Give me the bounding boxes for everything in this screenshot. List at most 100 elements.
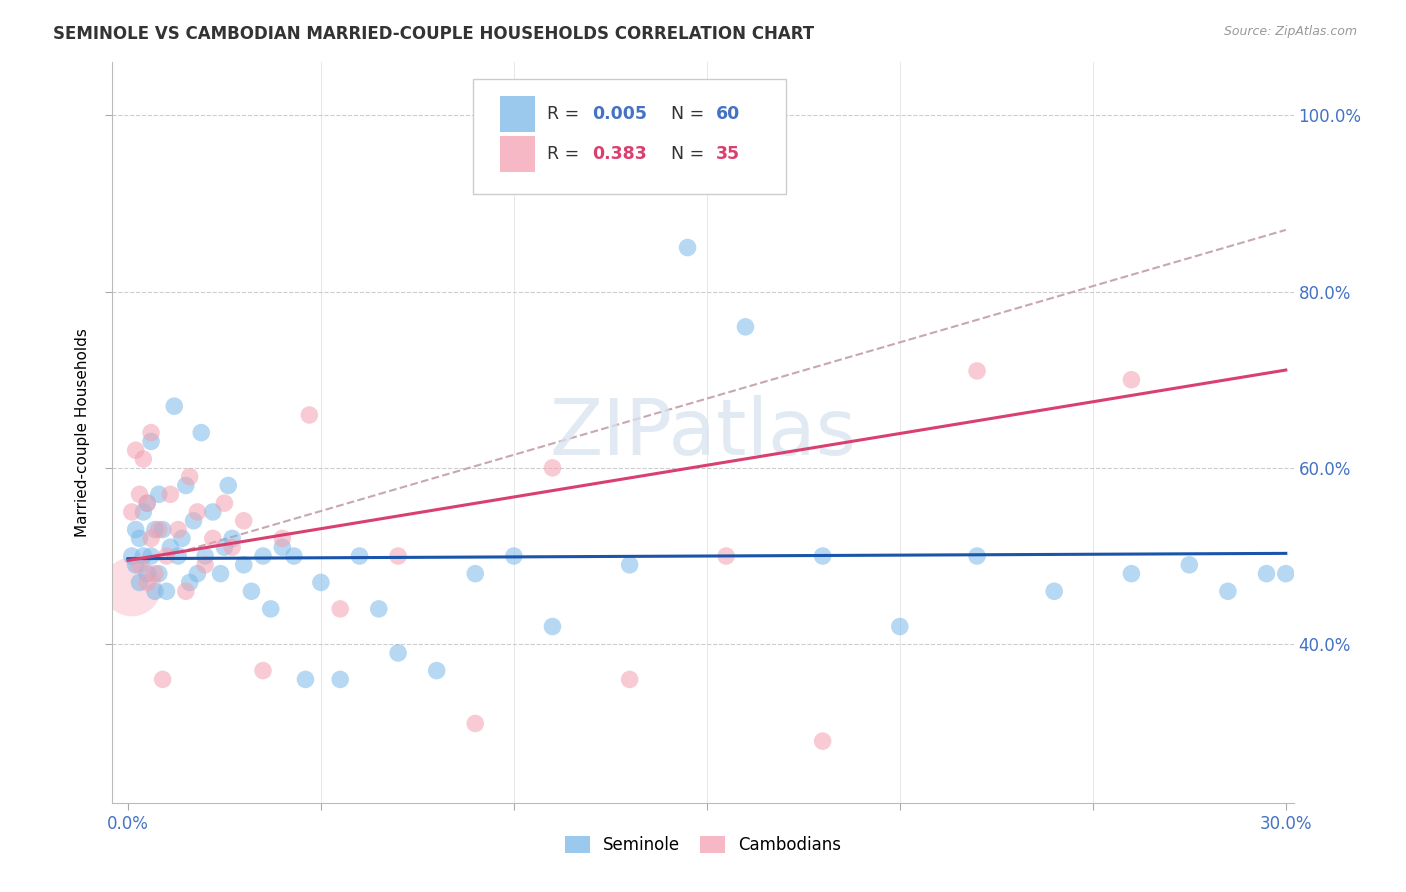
Point — [121, 580, 143, 594]
Point — [128, 487, 150, 501]
Point — [121, 549, 143, 563]
Text: N =: N = — [671, 105, 710, 123]
Point — [232, 514, 254, 528]
Point — [217, 478, 239, 492]
Point — [541, 619, 564, 633]
Point — [260, 602, 283, 616]
Point — [367, 602, 389, 616]
Point — [889, 619, 911, 633]
Point — [387, 646, 409, 660]
Point — [329, 602, 352, 616]
Point — [139, 532, 162, 546]
Point — [179, 469, 201, 483]
FancyBboxPatch shape — [472, 79, 786, 194]
Point — [232, 558, 254, 572]
Point — [194, 549, 217, 563]
Point — [143, 566, 166, 581]
Point — [387, 549, 409, 563]
Point — [155, 549, 177, 563]
Point — [194, 558, 217, 572]
Point — [283, 549, 305, 563]
Point — [1256, 566, 1278, 581]
Point — [502, 549, 524, 563]
Point — [136, 566, 159, 581]
Point — [124, 558, 146, 572]
Text: 35: 35 — [716, 145, 740, 163]
Point — [148, 523, 170, 537]
Text: 60: 60 — [716, 105, 740, 123]
Point — [174, 478, 197, 492]
Point — [329, 673, 352, 687]
Point — [1178, 558, 1201, 572]
Point — [128, 575, 150, 590]
Point — [811, 549, 834, 563]
Point — [139, 425, 162, 440]
Point — [294, 673, 316, 687]
Point — [124, 443, 146, 458]
Point — [167, 523, 190, 537]
Point — [148, 487, 170, 501]
Point — [121, 505, 143, 519]
Point — [159, 540, 181, 554]
Point — [966, 549, 988, 563]
Text: Source: ZipAtlas.com: Source: ZipAtlas.com — [1223, 25, 1357, 38]
Y-axis label: Married-couple Households: Married-couple Households — [75, 328, 90, 537]
Bar — [501, 136, 536, 172]
Point — [143, 523, 166, 537]
Point — [966, 364, 988, 378]
Text: R =: R = — [547, 145, 585, 163]
Point — [155, 584, 177, 599]
Point — [426, 664, 449, 678]
Point — [1216, 584, 1239, 599]
Point — [132, 549, 155, 563]
Point — [124, 523, 146, 537]
Point — [734, 319, 756, 334]
Text: R =: R = — [547, 105, 585, 123]
Point — [132, 505, 155, 519]
Point — [221, 532, 243, 546]
Point — [1121, 566, 1143, 581]
Point — [139, 549, 162, 563]
Point — [139, 434, 162, 449]
Text: SEMINOLE VS CAMBODIAN MARRIED-COUPLE HOUSEHOLDS CORRELATION CHART: SEMINOLE VS CAMBODIAN MARRIED-COUPLE HOU… — [53, 25, 814, 43]
Point — [464, 716, 486, 731]
Point — [201, 505, 224, 519]
Point — [136, 575, 159, 590]
Point — [221, 540, 243, 554]
Point — [163, 399, 186, 413]
Point — [190, 425, 212, 440]
Point — [252, 549, 274, 563]
Point — [128, 532, 150, 546]
Point — [159, 487, 181, 501]
Point — [183, 514, 205, 528]
Point — [143, 584, 166, 599]
Point — [1121, 373, 1143, 387]
Point — [201, 532, 224, 546]
Point — [209, 566, 232, 581]
Point — [174, 584, 197, 599]
Point — [128, 558, 150, 572]
Point — [309, 575, 332, 590]
Point — [214, 540, 236, 554]
Point — [298, 408, 321, 422]
Point — [240, 584, 263, 599]
Text: 0.005: 0.005 — [592, 105, 647, 123]
Point — [170, 532, 193, 546]
Point — [136, 496, 159, 510]
Text: ZIPatlas: ZIPatlas — [550, 394, 856, 471]
Point — [148, 566, 170, 581]
Point — [179, 575, 201, 590]
Point — [167, 549, 190, 563]
Point — [252, 664, 274, 678]
Text: N =: N = — [671, 145, 710, 163]
Point — [541, 461, 564, 475]
Text: 0.383: 0.383 — [592, 145, 647, 163]
Point — [152, 673, 174, 687]
Point — [811, 734, 834, 748]
Point — [214, 496, 236, 510]
Point — [714, 549, 737, 563]
Point — [349, 549, 371, 563]
Point — [271, 540, 294, 554]
Point — [271, 532, 294, 546]
Point — [619, 673, 641, 687]
